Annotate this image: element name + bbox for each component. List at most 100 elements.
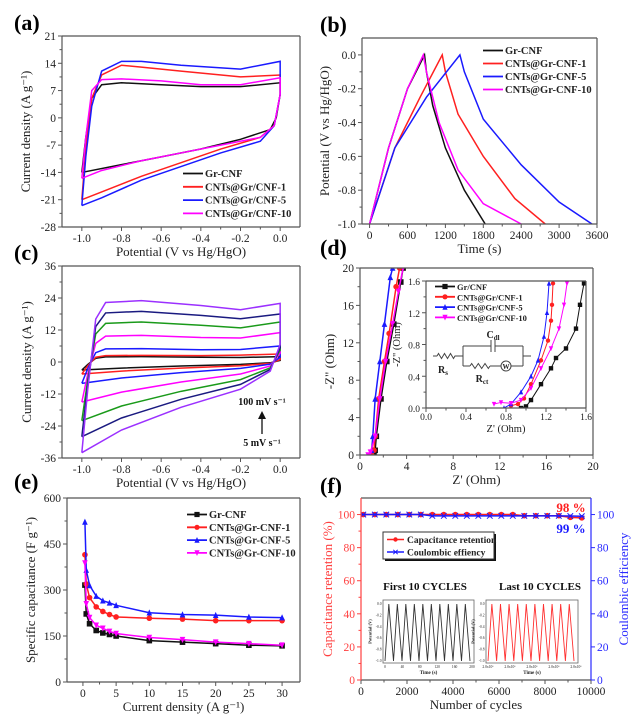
y-tick-label: 4 [348, 413, 354, 425]
panel-5: 0 2000 4000 6000 8000 10000020406080100020406… [320, 473, 631, 712]
inset-y-tick-label: 0.0 [377, 602, 382, 606]
x-tick-label: 0.0 [420, 413, 432, 423]
x-tick-label: 600 [399, 230, 417, 242]
x-tick-label: 1200 [434, 230, 457, 242]
y-tick-label: -24 [41, 421, 57, 433]
inset-x-tick-label: 2.0x10⁶ [570, 665, 582, 669]
data-point [548, 366, 554, 371]
y-tick-label: 12 [343, 338, 355, 350]
x-tick-label: 3000 [548, 230, 571, 242]
data-point [442, 314, 448, 321]
panel-label: (a) [14, 10, 40, 35]
legend-label: Gr/CNF [457, 282, 487, 292]
data-point [564, 281, 570, 287]
legend-item: Gr/CNF [435, 282, 487, 292]
arrow-head-icon [258, 411, 266, 419]
data-point [544, 310, 550, 315]
series-line-2 [368, 53, 593, 224]
series-group [365, 268, 406, 455]
legend: Capacitance retention Coulombic effiency [382, 531, 497, 561]
inset-y-tick-label: -1.0 [479, 659, 485, 663]
x-tick-label: 0 [358, 686, 364, 698]
data-point [502, 405, 506, 408]
x-tick-label: 4000 [442, 686, 465, 698]
legend-label: CNTs@Gr/CNF-1 [205, 182, 286, 193]
x-tick-label: 6000 [488, 686, 511, 698]
data-point [86, 594, 93, 601]
data-point [83, 611, 90, 617]
series-group [368, 52, 593, 224]
x-tick-label: 8 [450, 461, 456, 473]
x-tick-label: 5 [113, 688, 119, 700]
data-point [179, 611, 186, 618]
data-point [545, 338, 551, 343]
y-tick-label: 600 [44, 493, 62, 505]
y-tick-label: 14 [45, 58, 57, 70]
x-tick-label: 1800 [472, 230, 495, 242]
data-point [546, 281, 552, 286]
x-tick-label: 30 [276, 688, 288, 700]
legend-label: Gr-CNF [205, 169, 243, 180]
series-group [81, 299, 281, 454]
x-tick-label: 20 [210, 688, 222, 700]
data-point [86, 582, 93, 589]
legend-item: Gr-CNF [183, 169, 243, 180]
legend-label: CNTs@Gr/CNF-10 [457, 313, 527, 323]
legend-label: Coulombic effiency [407, 549, 486, 559]
circuit-wires [462, 345, 531, 367]
x-tick-label: 10000 [577, 686, 606, 698]
data-point [212, 639, 219, 646]
legend: Gr-CNF CNTs@Gr-CNF-1 CNTs@Gr-CNF-5CNTs@Gr-… [187, 510, 296, 559]
y-tick-label: 0 [348, 450, 354, 462]
y-tick-label: 0 [349, 675, 355, 687]
x-tick-label: 0 [80, 688, 86, 700]
y-axis-title: Current density (A g⁻¹) [19, 301, 34, 423]
legend-item: CNTs@Gr-CNF-1 [483, 59, 586, 70]
data-point [86, 620, 93, 627]
legend-label: Capacitance retention [407, 536, 497, 546]
data-point [440, 512, 447, 520]
data-point [553, 355, 559, 361]
legend-label: CNTs@Gr/CNF-10 [205, 209, 291, 220]
data-point [549, 302, 555, 308]
data-point [581, 281, 586, 286]
data-point [383, 511, 390, 518]
series-line-2 [84, 521, 283, 619]
inset-y-tick-label: -0.2 [376, 613, 382, 617]
data-point [212, 611, 219, 618]
y2-tick-label: 40 [597, 609, 609, 621]
y-tick-label: 40 [344, 609, 356, 621]
x-tick-label: -0.2 [231, 464, 249, 476]
scan-rate-annotation: 100 mV s⁻¹ 5 mV s⁻¹ [238, 397, 286, 449]
inset-y-tick-label: -0.8 [479, 648, 485, 652]
data-point [518, 397, 524, 403]
y2-tick-label: 100 [597, 510, 615, 522]
inset-y-axis-title: Potential (V) [471, 619, 476, 644]
series-line-0 [81, 81, 281, 174]
data-point [82, 560, 88, 567]
data-point [106, 628, 113, 635]
panel-2: -1.0 -0.8 -0.6 -0.4 -0.2 0.0 -36 -24 -12 0 12 24 36 P… [14, 240, 301, 490]
y-tick-label: 1.2 [408, 310, 420, 320]
data-point [518, 405, 524, 408]
legend-item: CNTs@Gr-CNF-10 [483, 85, 592, 96]
data-point [528, 385, 534, 391]
y-tick-label: -0.6 [338, 151, 356, 163]
rs-label: Rs [438, 365, 448, 377]
inset-x-tick-label: 200 [469, 665, 475, 669]
x-tick-label: 2400 [510, 230, 533, 242]
y-tick-label: -0.8 [338, 185, 356, 197]
x-tick-label: -0.8 [112, 464, 130, 476]
y-tick-label: -0.2 [338, 84, 356, 96]
legend-item: CNTs@Gr-CNF-5 [483, 72, 586, 83]
series-group [361, 511, 585, 521]
inset-y-axis-title: Potential (V) [368, 619, 373, 644]
x-axis-title: Potential (V vs Hg/HgO) [116, 244, 246, 259]
x-axis-title: Z' (Ohm) [452, 472, 500, 487]
legend-item: CNTs@Gr/CNF-5 [435, 303, 523, 313]
data-point [548, 346, 554, 352]
data-point [528, 397, 534, 403]
x-axis-title: Current density (A g⁻¹) [123, 699, 245, 714]
x-tick-label: 4 [404, 461, 410, 473]
